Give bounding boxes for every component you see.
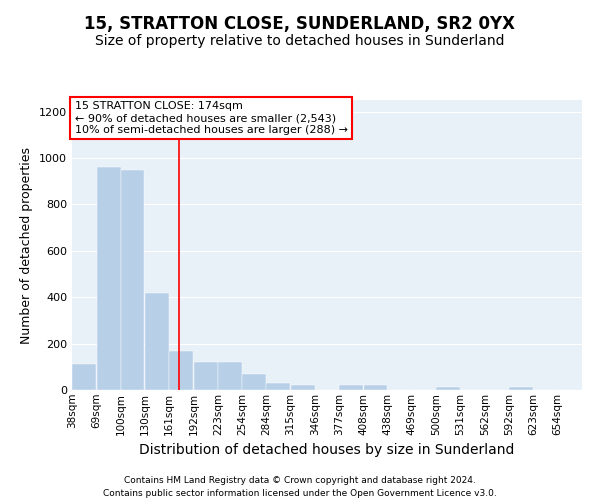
Bar <box>194 362 218 390</box>
X-axis label: Distribution of detached houses by size in Sunderland: Distribution of detached houses by size … <box>139 443 515 457</box>
Bar <box>364 386 387 390</box>
Text: Size of property relative to detached houses in Sunderland: Size of property relative to detached ho… <box>95 34 505 48</box>
Bar <box>169 350 193 390</box>
Bar <box>509 386 533 390</box>
Bar <box>121 170 144 390</box>
Bar <box>97 168 121 390</box>
Bar <box>72 364 96 390</box>
Text: 15, STRATTON CLOSE, SUNDERLAND, SR2 0YX: 15, STRATTON CLOSE, SUNDERLAND, SR2 0YX <box>85 14 515 32</box>
Bar <box>266 383 290 390</box>
Bar <box>145 292 169 390</box>
Text: 15 STRATTON CLOSE: 174sqm
← 90% of detached houses are smaller (2,543)
10% of se: 15 STRATTON CLOSE: 174sqm ← 90% of detac… <box>74 102 347 134</box>
Bar <box>218 362 242 390</box>
Bar <box>436 386 460 390</box>
Y-axis label: Number of detached properties: Number of detached properties <box>20 146 34 344</box>
Bar <box>290 386 314 390</box>
Bar <box>242 374 266 390</box>
Bar <box>340 386 364 390</box>
Text: Contains HM Land Registry data © Crown copyright and database right 2024.
Contai: Contains HM Land Registry data © Crown c… <box>103 476 497 498</box>
